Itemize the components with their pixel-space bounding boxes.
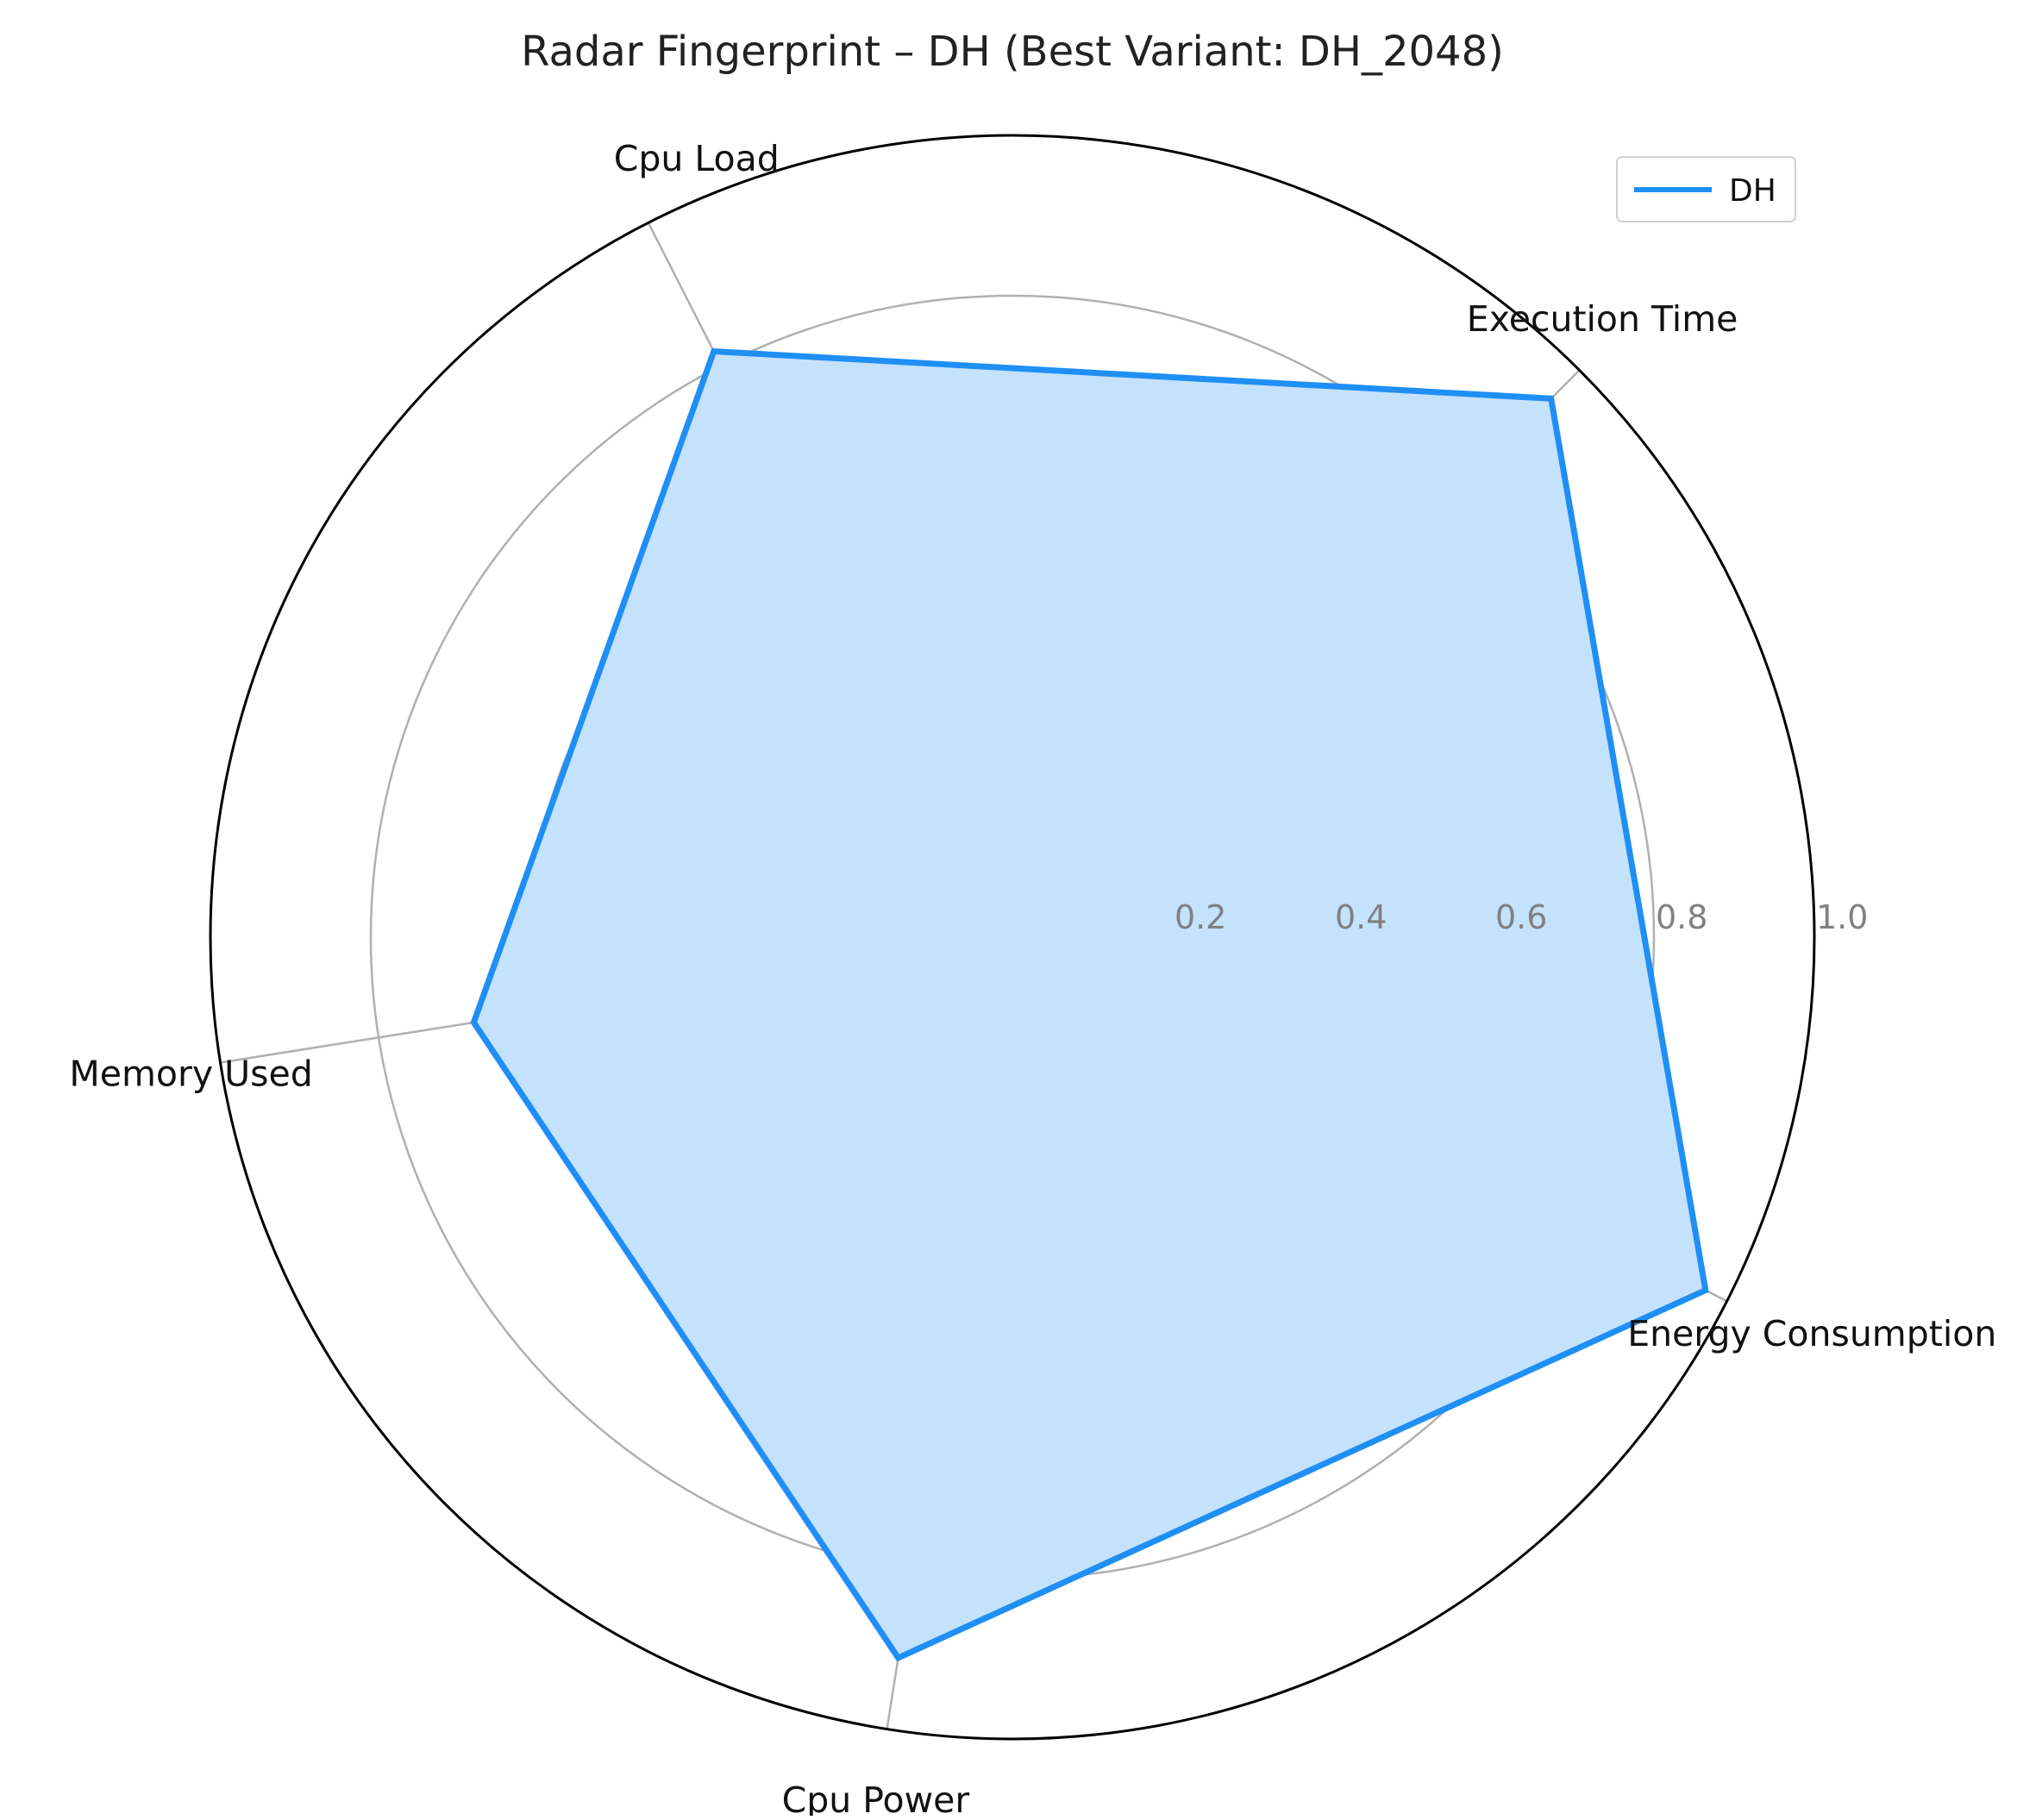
axis-label-cpu-load: Cpu Load bbox=[614, 138, 780, 179]
series-area-dh bbox=[473, 352, 1705, 1658]
legend-label-dh: DH bbox=[1729, 173, 1776, 209]
r-tick-5: 1.0 bbox=[1816, 898, 1868, 936]
axis-label-execution-time: Execution Time bbox=[1467, 298, 1738, 340]
axis-label-memory-used: Memory Used bbox=[69, 1054, 312, 1095]
legend: DH bbox=[1617, 157, 1795, 222]
r-tick-1: 0.2 bbox=[1174, 898, 1226, 936]
radar-series bbox=[473, 351, 1706, 1658]
chart-title: Radar Fingerprint – DH (Best Variant: DH… bbox=[521, 28, 1504, 76]
axis-label-energy-consumption: Energy Consumption bbox=[1627, 1313, 1996, 1354]
r-tick-2: 0.4 bbox=[1335, 898, 1387, 936]
r-tick-4: 0.8 bbox=[1656, 898, 1707, 936]
r-tick-3: 0.6 bbox=[1495, 898, 1547, 936]
axis-label-cpu-power: Cpu Power bbox=[782, 1779, 970, 1816]
